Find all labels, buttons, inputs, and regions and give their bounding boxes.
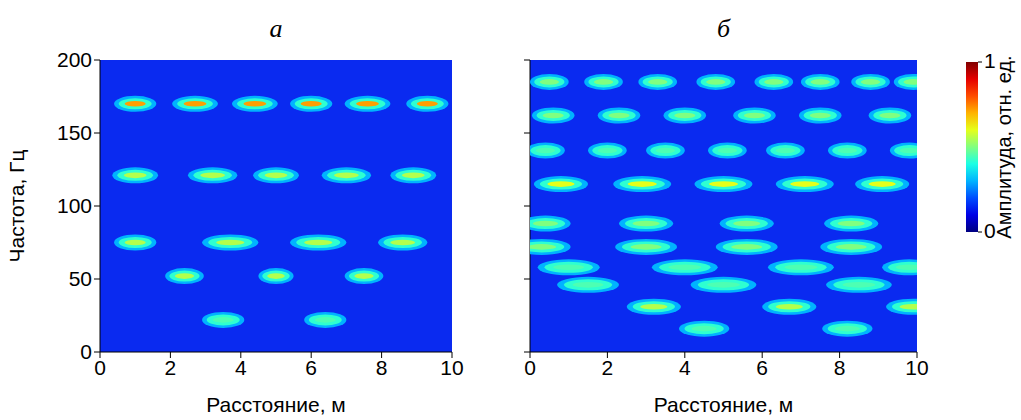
svg-text:4: 4 — [679, 356, 691, 379]
svg-text:100: 100 — [57, 194, 92, 217]
svg-text:Частота, Гц: Частота, Гц — [5, 150, 28, 263]
svg-text:6: 6 — [756, 356, 768, 379]
svg-text:10: 10 — [905, 356, 928, 379]
svg-text:0: 0 — [984, 218, 996, 242]
html-text:б: б — [717, 14, 730, 43]
svg-text:0: 0 — [80, 340, 92, 363]
svg-text:6: 6 — [305, 356, 317, 379]
svg-text:150: 150 — [57, 121, 92, 144]
svg-text:2: 2 — [165, 356, 177, 379]
svg-text:10: 10 — [440, 356, 463, 379]
svg-text:Расстояние, м: Расстояние, м — [206, 393, 346, 416]
svg-text:8: 8 — [376, 356, 388, 379]
svg-text:1: 1 — [984, 48, 996, 72]
svg-text:0: 0 — [94, 356, 106, 379]
html-text:а: а — [269, 14, 283, 43]
svg-text:Амплитуда, отн. ед.: Амплитуда, отн. ед. — [993, 55, 1015, 238]
svg-text:8: 8 — [834, 356, 846, 379]
svg-text:4: 4 — [235, 356, 247, 379]
svg-text:200: 200 — [57, 48, 92, 71]
svg-text:Расстояние, м: Расстояние, м — [654, 393, 794, 416]
svg-text:2: 2 — [602, 356, 614, 379]
svg-text:50: 50 — [69, 267, 92, 290]
svg-text:0: 0 — [524, 356, 536, 379]
